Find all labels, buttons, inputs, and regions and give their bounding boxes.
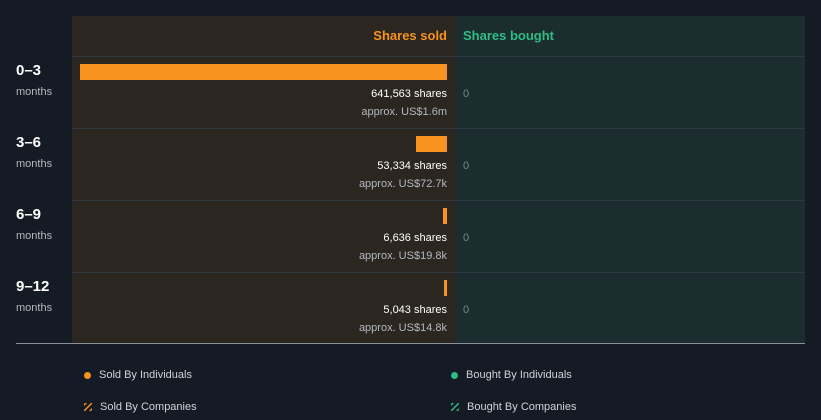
header-shares-sold: Shares sold (373, 28, 447, 43)
shares-sold-label: 6,636 shares (383, 232, 447, 244)
legend-bought-companies[interactable]: Bought By Companies (451, 401, 576, 413)
approx-value-label: approx. US$72.7k (358, 178, 447, 190)
green-dot-icon (451, 371, 458, 379)
shares-sold-label: 5,043 shares (383, 304, 447, 316)
shares-bought-label: 0 (463, 160, 470, 172)
shares-sold-label: 641,563 shares (371, 88, 447, 100)
legend-label: Sold By Individuals (99, 369, 192, 381)
legend-label: Bought By Companies (467, 401, 577, 413)
row-separator (72, 128, 805, 129)
approx-value-label: approx. US$1.6m (361, 106, 447, 118)
row-separator (72, 56, 805, 57)
period-label: 0–3 (16, 62, 42, 79)
legend-sold-companies[interactable]: Sold By Companies (84, 401, 197, 413)
legend-sold-individuals[interactable]: Sold By Individuals (84, 369, 192, 381)
approx-value-label: approx. US$19.8k (358, 250, 447, 262)
legend-bought-individuals[interactable]: Bought By Individuals (451, 369, 572, 381)
header-shares-bought: Shares bought (463, 28, 555, 43)
legend-label: Bought By Individuals (466, 369, 572, 381)
period-label: 3–6 (16, 134, 42, 151)
orange-hatch-icon (84, 403, 92, 411)
shares-bought-label: 0 (463, 232, 470, 244)
sold-bar[interactable] (416, 136, 447, 152)
sold-bar[interactable] (444, 280, 447, 296)
period-unit: months (16, 86, 53, 98)
shares-bought-label: 0 (463, 88, 470, 100)
bought-panel (455, 16, 805, 343)
row-separator (72, 200, 805, 201)
period-unit: months (16, 158, 53, 170)
shares-bought-label: 0 (463, 304, 470, 316)
green-hatch-icon (451, 403, 459, 411)
legend-label: Sold By Companies (100, 401, 197, 413)
period-unit: months (16, 230, 53, 242)
approx-value-label: approx. US$14.8k (358, 322, 447, 334)
sold-bar[interactable] (443, 208, 447, 224)
period-unit: months (16, 302, 53, 314)
sold-bar[interactable] (80, 64, 447, 80)
period-label: 9–12 (16, 278, 50, 295)
axis-line (16, 343, 805, 344)
orange-dot-icon (84, 371, 91, 379)
period-label: 6–9 (16, 206, 42, 223)
shares-sold-label: 53,334 shares (377, 160, 447, 172)
row-separator (72, 272, 805, 273)
